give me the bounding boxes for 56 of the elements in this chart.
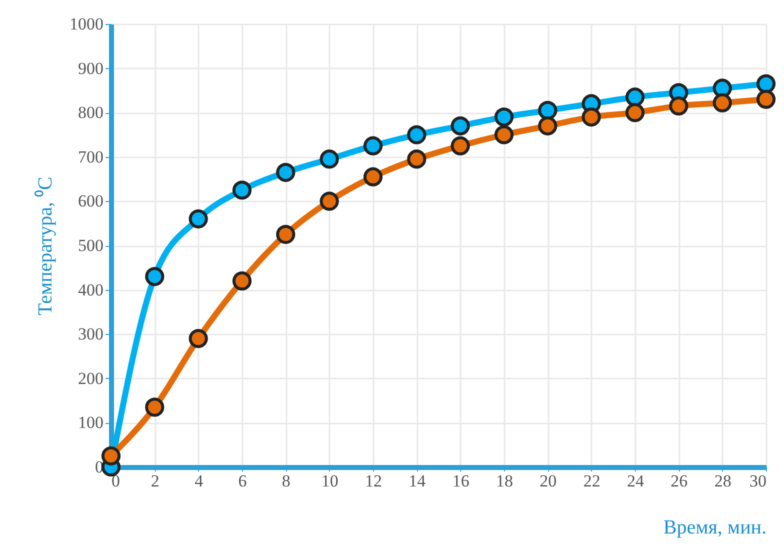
point (538, 100, 558, 120)
point (232, 180, 252, 200)
y-tick-label: 300 (78, 324, 104, 344)
point (101, 446, 121, 466)
y-tick-label: 100 (78, 413, 104, 432)
x-tick-label: 14 (408, 472, 426, 490)
point (320, 150, 339, 169)
point (669, 96, 688, 116)
point (625, 103, 645, 122)
y-tick-label: 800 (78, 103, 104, 122)
point (407, 125, 426, 144)
point (407, 150, 426, 169)
point (145, 266, 164, 286)
y-tick-label: 600 (78, 192, 104, 211)
point (494, 125, 514, 144)
point (363, 167, 383, 186)
x-tick-label: 10 (321, 472, 338, 490)
point (188, 209, 208, 228)
point (756, 74, 776, 94)
x-tick-label: 0 (112, 472, 120, 490)
x-tick-label: 16 (452, 472, 470, 490)
point (538, 116, 558, 136)
y-tick-label: 1000 (70, 14, 104, 34)
point (276, 224, 296, 244)
x-tick-label: 24 (627, 472, 644, 490)
y-tick-label: 900 (78, 58, 104, 78)
point (494, 107, 514, 127)
x-tick-label: 18 (496, 472, 513, 490)
x-tick-label: 4 (194, 472, 204, 490)
y-tick-label: 400 (78, 280, 104, 300)
x-tick-label: 12 (365, 472, 382, 490)
y-tick-label: 200 (78, 368, 104, 388)
x-tick-label: 28 (714, 472, 732, 490)
x-tick-label: 30 (750, 472, 766, 490)
x-tick-label: 22 (583, 472, 600, 490)
point (145, 398, 164, 417)
point (363, 136, 383, 156)
point (625, 88, 645, 107)
y-axis-title: Температура, ⁰C (34, 176, 56, 316)
point (188, 328, 208, 348)
point (756, 90, 776, 109)
point (582, 107, 601, 127)
x-tick-label: 20 (540, 472, 557, 490)
point (450, 136, 470, 156)
point (450, 116, 470, 136)
point (276, 162, 296, 182)
x-axis-title: Время, мин. (663, 516, 766, 538)
y-tick-label: 700 (78, 147, 104, 166)
x-tick-label: 6 (238, 472, 247, 490)
point (712, 93, 732, 112)
point (232, 271, 252, 290)
x-tick-label: 8 (282, 472, 290, 490)
x-tick-label: 2 (150, 472, 160, 490)
point (320, 192, 339, 211)
x-tick-label: 26 (670, 472, 688, 490)
y-tick-label: 500 (78, 236, 104, 255)
